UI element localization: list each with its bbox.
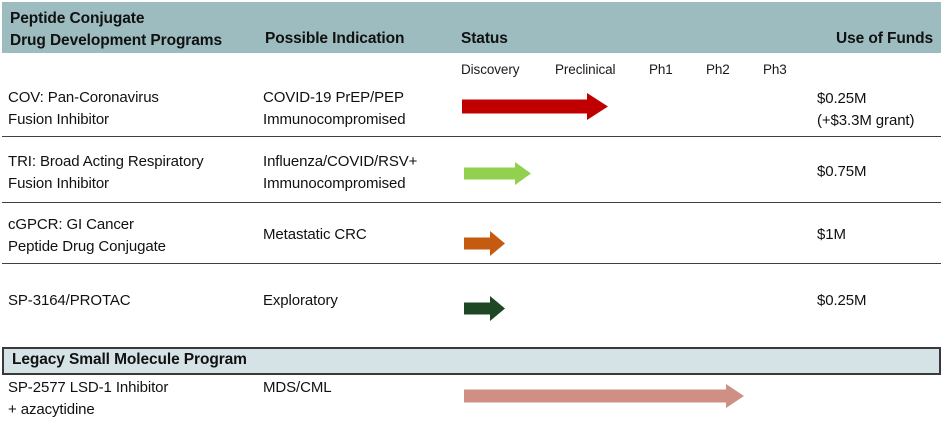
status-arrow-cov bbox=[462, 93, 608, 120]
column-header-status: Status bbox=[461, 30, 508, 47]
programs-header-line1: Peptide Conjugate bbox=[10, 10, 145, 27]
program-name-line: Peptide Drug Conjugate bbox=[8, 237, 166, 255]
phase-label-preclinical: Preclinical bbox=[555, 62, 616, 77]
indication-cgpcr: Metastatic CRC bbox=[263, 224, 367, 246]
row-divider bbox=[2, 202, 941, 203]
program-name-line: TRI: Broad Acting Respiratory bbox=[8, 153, 204, 170]
funds-line: (+$3.3M grant) bbox=[817, 111, 915, 129]
indication-tri: Influenza/COVID/RSV+ Immunocompromised bbox=[263, 151, 417, 194]
table-row-program-sp3164: SP-3164/PROTAC bbox=[8, 290, 131, 312]
program-name-line: Fusion Inhibitor bbox=[8, 174, 109, 192]
phase-label-ph1: Ph1 bbox=[649, 62, 673, 77]
indication-cov: COVID-19 PrEP/PEP Immunocompromised bbox=[263, 87, 406, 130]
program-name-line: + azacytidine bbox=[8, 400, 95, 418]
status-arrow-sp3164 bbox=[464, 296, 505, 321]
indication-line: Immunocompromised bbox=[263, 110, 406, 128]
status-arrow-tri bbox=[464, 162, 531, 185]
column-header-funds: Use of Funds bbox=[836, 30, 933, 47]
funds-line: $0.25M bbox=[817, 90, 867, 107]
phase-label-ph3: Ph3 bbox=[763, 62, 787, 77]
funds-tri: $0.75M bbox=[817, 161, 867, 183]
phase-label-ph2: Ph2 bbox=[706, 62, 730, 77]
table-header-band: Peptide Conjugate Drug Development Progra… bbox=[2, 2, 941, 53]
funds-line: $1M bbox=[817, 226, 846, 243]
legacy-section-band: Legacy Small Molecule Program bbox=[2, 347, 941, 375]
program-name-line: SP-2577 LSD-1 Inhibitor bbox=[8, 379, 169, 396]
funds-line: $0.25M bbox=[817, 292, 867, 309]
indication-line: MDS/CML bbox=[263, 379, 332, 396]
funds-cgpcr: $1M bbox=[817, 224, 846, 246]
funds-sp3164: $0.25M bbox=[817, 290, 867, 312]
indication-sp3164: Exploratory bbox=[263, 290, 338, 312]
program-name-line: SP-3164/PROTAC bbox=[8, 292, 131, 309]
table-row-program-cgpcr: cGPCR: GI Cancer Peptide Drug Conjugate bbox=[8, 214, 166, 257]
phase-label-discovery: Discovery bbox=[461, 62, 520, 77]
program-name-line: COV: Pan-Coronavirus bbox=[8, 89, 159, 106]
programs-header-line2: Drug Development Programs bbox=[10, 32, 222, 49]
program-name-line: Fusion Inhibitor bbox=[8, 110, 109, 128]
indication-line: Influenza/COVID/RSV+ bbox=[263, 153, 418, 170]
column-header-indication: Possible Indication bbox=[265, 30, 405, 47]
indication-line: COVID-19 PrEP/PEP bbox=[263, 89, 404, 106]
indication-line: Immunocompromised bbox=[263, 174, 406, 192]
table-row-program-cov: COV: Pan-Coronavirus Fusion Inhibitor bbox=[8, 87, 159, 130]
funds-cov: $0.25M (+$3.3M grant) bbox=[817, 88, 915, 131]
status-arrow-sp2577 bbox=[464, 384, 744, 408]
program-name-line: cGPCR: GI Cancer bbox=[8, 216, 134, 233]
funds-line: $0.75M bbox=[817, 163, 867, 180]
row-divider bbox=[2, 263, 941, 264]
table-row-program-tri: TRI: Broad Acting Respiratory Fusion Inh… bbox=[8, 151, 204, 194]
table-row-program-sp2577: SP-2577 LSD-1 Inhibitor + azacytidine bbox=[8, 377, 168, 420]
indication-sp2577: MDS/CML bbox=[263, 377, 332, 399]
status-arrow-cgpcr bbox=[464, 231, 505, 256]
column-header-programs: Peptide Conjugate Drug Development Progra… bbox=[10, 8, 222, 52]
legacy-section-title: Legacy Small Molecule Program bbox=[12, 351, 247, 368]
indication-line: Metastatic CRC bbox=[263, 226, 367, 243]
indication-line: Exploratory bbox=[263, 292, 338, 309]
row-divider bbox=[2, 136, 941, 137]
